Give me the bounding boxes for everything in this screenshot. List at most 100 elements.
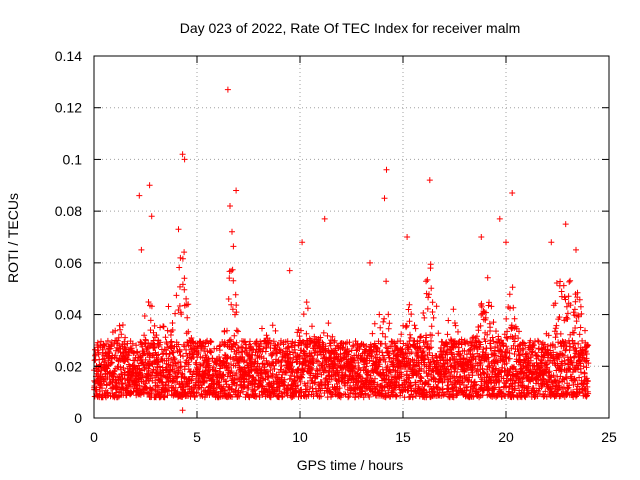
data-point (208, 338, 215, 345)
y-tick-label: 0.06 (55, 255, 82, 271)
data-point (430, 314, 437, 321)
data-point (170, 349, 177, 356)
data-point (99, 385, 105, 392)
data-point (506, 291, 513, 298)
data-point (577, 324, 584, 331)
data-point (181, 343, 188, 350)
grid-lines (94, 56, 609, 418)
data-point (124, 356, 131, 363)
data-point (116, 342, 123, 349)
data-point (220, 371, 227, 378)
data-point (115, 334, 122, 341)
data-point (155, 343, 162, 350)
data-point (426, 177, 433, 184)
data-point (368, 353, 375, 360)
data-point (433, 303, 440, 310)
data-point (233, 309, 240, 316)
data-point (296, 352, 303, 359)
data-point (300, 311, 307, 318)
data-point (376, 311, 383, 318)
data-point (164, 340, 170, 347)
data-point (252, 381, 259, 388)
data-point (424, 276, 431, 283)
data-point (157, 339, 164, 346)
data-point (298, 327, 304, 334)
data-point (344, 345, 351, 352)
data-point (141, 332, 148, 339)
data-point (325, 381, 332, 388)
data-point (336, 385, 343, 392)
data-point (431, 375, 438, 382)
x-tick-label: 0 (90, 429, 98, 445)
data-point (252, 349, 259, 356)
data-point (383, 278, 390, 285)
data-point (338, 392, 345, 399)
data-point (138, 339, 145, 346)
data-point (175, 367, 182, 374)
data-point (181, 375, 188, 382)
data-point (174, 388, 181, 395)
data-point (381, 315, 388, 322)
y-tick-label: 0.08 (55, 203, 82, 219)
data-point (564, 315, 571, 322)
data-point (366, 393, 373, 400)
data-point (496, 215, 503, 222)
y-tick-label: 0.1 (63, 151, 83, 167)
data-point (360, 342, 367, 348)
data-point (179, 407, 186, 414)
y-tick-label: 0.14 (55, 48, 82, 64)
data-point (229, 394, 235, 400)
data-point (161, 346, 168, 353)
data-point (233, 187, 240, 194)
data-point (324, 332, 331, 339)
data-point (267, 394, 274, 401)
data-point (165, 303, 172, 310)
data-point (345, 377, 352, 384)
data-point (173, 374, 180, 381)
data-point (381, 384, 388, 391)
data-point (407, 331, 413, 338)
data-point (503, 315, 510, 322)
data-point (297, 339, 304, 346)
data-point (179, 255, 186, 262)
data-point (283, 369, 290, 376)
data-point (296, 353, 303, 360)
data-point (565, 293, 572, 300)
data-point (183, 295, 190, 302)
data-point (342, 372, 349, 379)
data-point (418, 333, 424, 340)
data-point (428, 323, 435, 330)
data-point (247, 343, 254, 350)
data-point (183, 301, 190, 308)
data-point (155, 359, 162, 366)
data-point (191, 393, 198, 400)
data-point (177, 364, 184, 371)
data-point (134, 349, 141, 356)
data-point (172, 310, 179, 317)
data-point (287, 375, 294, 382)
x-tick-label: 5 (193, 429, 201, 445)
data-point (286, 348, 293, 355)
data-point (320, 351, 327, 358)
data-point (325, 369, 332, 376)
data-point (112, 352, 119, 359)
data-point (331, 337, 338, 344)
data-point (181, 363, 188, 370)
y-tick-label: 0.04 (55, 307, 82, 323)
y-tick-label: 0 (74, 410, 82, 426)
data-point (271, 366, 278, 372)
data-point (557, 278, 564, 285)
data-point (133, 342, 140, 349)
data-point (109, 359, 115, 366)
data-point (573, 246, 579, 253)
data-point (169, 327, 176, 333)
data-point (145, 367, 152, 374)
data-point (345, 394, 352, 401)
data-point (322, 343, 329, 350)
data-point (151, 344, 158, 351)
data-point (103, 381, 110, 388)
data-point (509, 190, 516, 196)
data-point (404, 234, 411, 240)
data-point (380, 318, 387, 325)
data-point (104, 337, 111, 344)
